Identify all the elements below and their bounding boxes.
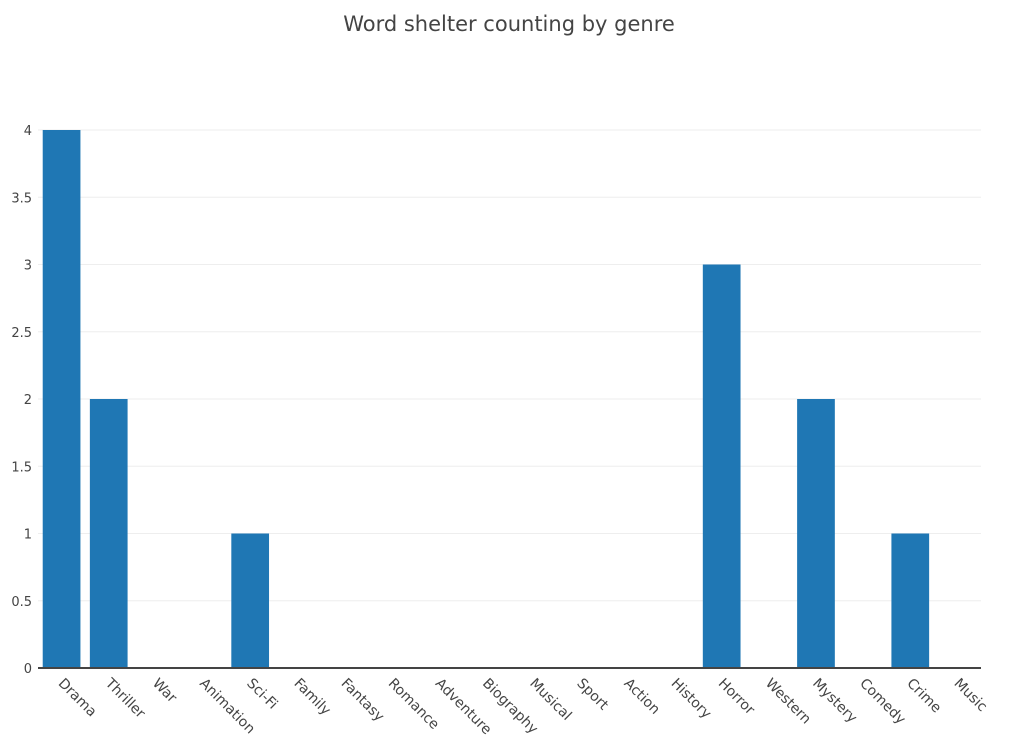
x-tick-label: War [149,676,180,707]
x-tick-label: Action [621,676,663,718]
bar [42,130,81,668]
x-tick-label: Crime [903,676,944,717]
y-tick-label: 1.5 [11,460,32,475]
x-tick-label: Horror [715,676,758,719]
bar [891,533,930,668]
y-tick-label: 4 [24,124,32,139]
x-tick-label: History [668,676,715,723]
x-tick-label: Comedy [856,676,908,728]
y-tick-label: 1 [24,528,32,543]
bar [797,399,835,668]
x-tick-label: Western [762,676,814,728]
y-tick-label: 3 [24,259,32,274]
bar [89,399,128,668]
x-tick-label: Thriller [101,675,148,722]
y-tick-label: 2 [24,393,32,408]
chart-title: Word shelter counting by genre [343,12,675,36]
bar [231,533,270,668]
x-tick-label: Musical [526,676,574,724]
x-tick-label: Fantasy [338,676,387,725]
bar [702,264,741,668]
y-tick-label: 0.5 [11,595,32,610]
y-tick-label: 0 [24,662,32,677]
x-tick-label: Drama [55,676,100,721]
x-tick-label: Mystery [809,676,860,727]
y-tick-label: 2.5 [11,326,32,341]
y-tick-label: 3.5 [11,191,32,206]
x-tick-label: Family [290,676,333,719]
x-tick-label: Sci-Fi [243,676,280,713]
x-tick-label: Sport [573,676,611,714]
x-tick-label: Music [951,676,990,715]
